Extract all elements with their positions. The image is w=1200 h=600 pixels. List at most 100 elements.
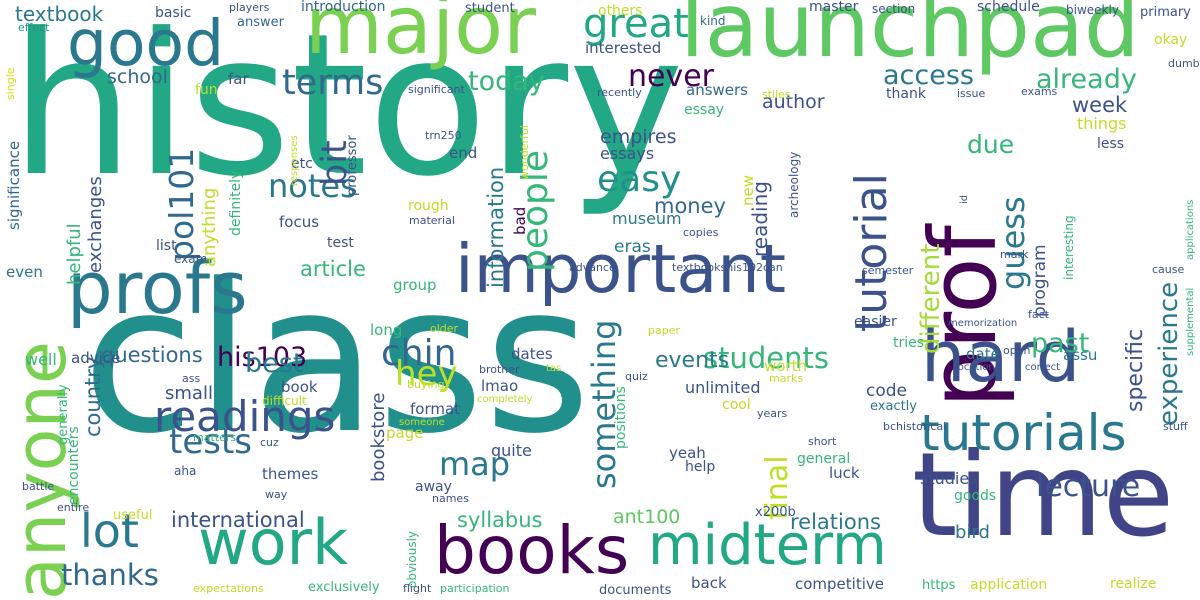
word-profs: profs <box>67 246 248 330</box>
word-events: events <box>655 348 730 373</box>
word-quiz: quiz <box>625 370 648 383</box>
word-terms: terms <box>282 63 384 103</box>
word-today: today <box>468 66 545 97</box>
word-effect: effect <box>18 21 50 34</box>
word-x200b: x200b <box>755 505 796 520</box>
word-definitely: definitely <box>228 170 244 236</box>
word-guess: guess <box>994 196 1032 290</box>
word-master: master <box>809 0 859 15</box>
word-archeology: archeology <box>787 151 801 218</box>
word-tas: tas <box>546 363 562 374</box>
word-tutorials: tutorials <box>920 404 1127 462</box>
word-interested: interested <box>585 39 662 57</box>
word-hey: hey <box>395 354 458 394</box>
word-fun: fun <box>195 82 218 98</box>
word-major: major <box>305 0 537 72</box>
word-supplemental: supplemental <box>1185 287 1196 356</box>
word-location: location <box>955 362 995 373</box>
word-quite: quite <box>491 441 532 460</box>
word-encounters: encounters <box>66 426 82 505</box>
word-etc: etc <box>291 156 313 172</box>
word-yeah: yeah <box>669 444 706 462</box>
word-applications: applications <box>1185 199 1196 260</box>
word-his103: his103 <box>217 342 308 373</box>
word-due: due <box>967 130 1015 159</box>
word-stuff: stuff <box>1163 420 1188 433</box>
word-application: application <box>970 577 1048 593</box>
word-cause: cause <box>1152 263 1185 276</box>
word-professor: professor <box>345 135 360 196</box>
word-worth: worth <box>764 357 808 375</box>
word-hard: hard <box>921 316 1081 398</box>
word-responses: responses <box>289 135 300 186</box>
word-open: open <box>1003 344 1031 357</box>
word-notes: notes <box>268 167 357 205</box>
word-assu: assu <box>1063 346 1098 364</box>
word-section: section <box>872 2 916 16</box>
word-someone: someone <box>399 417 445 428</box>
word-class: class <box>82 241 591 479</box>
word-week: week <box>1072 93 1128 117</box>
word-tests: tests <box>169 422 253 462</box>
word-time: time <box>912 428 1175 563</box>
word-history: history <box>10 0 685 220</box>
word-useful: useful <box>113 508 153 523</box>
word-obviously: obviously <box>405 530 419 588</box>
word-small: small <box>165 383 213 404</box>
word-lot: lot <box>80 504 139 558</box>
word-never: never <box>628 59 715 94</box>
word-lecture: lecture <box>1036 469 1141 504</box>
word-author: author <box>762 91 825 113</box>
word-work: work <box>198 506 349 579</box>
word-buying: buying <box>407 378 445 391</box>
word-exam: exam <box>174 252 208 266</box>
word-great: great <box>583 1 689 47</box>
word-money: money <box>654 194 726 218</box>
word-goods: goods <box>954 488 997 504</box>
word-already: already <box>1036 64 1137 95</box>
word-correct: correct <box>1025 362 1061 373</box>
word-chin: chin <box>381 333 457 374</box>
word-past: past <box>1031 328 1090 359</box>
word-documents: documents <box>599 583 672 598</box>
word-exams: exams <box>1021 85 1058 98</box>
word-dates: dates <box>511 345 553 363</box>
word-battle: battle <box>22 480 55 493</box>
word-rough: rough <box>408 198 449 214</box>
word-tutorial: tutorial <box>846 173 897 332</box>
word-single: single <box>4 67 17 100</box>
word-way: way <box>265 488 288 501</box>
word-okay: okay <box>1154 32 1188 48</box>
word-specific: specific <box>1123 328 1148 412</box>
word-stiles: stiles <box>762 88 791 101</box>
word-information: information <box>484 166 508 288</box>
word-thanks: thanks <box>61 558 159 592</box>
word-empires: empires <box>600 126 677 148</box>
word-exchanges: exchanges <box>85 176 106 273</box>
word-article: article <box>300 257 366 281</box>
word-end: end <box>449 144 478 162</box>
word-textbook: textbook <box>15 2 104 26</box>
word-significant: significant <box>408 83 465 96</box>
word-years: years <box>757 407 788 420</box>
word-museum: museum <box>612 209 682 228</box>
word-themes: themes <box>262 465 319 483</box>
word-flight: flight <box>403 582 432 595</box>
word-copies: copies <box>683 226 719 239</box>
word-best: best <box>245 348 304 379</box>
word-test: test <box>327 235 354 251</box>
word-long: long <box>370 321 403 339</box>
word-school: school <box>107 66 168 88</box>
word-things: things <box>1077 114 1127 133</box>
word-launchpad: launchpad <box>680 0 1140 77</box>
word-material: material <box>409 214 455 227</box>
word-bird: bird <box>955 522 990 543</box>
word-advice: advice <box>71 349 121 367</box>
word-semester: semester <box>862 264 914 277</box>
word-primary: primary <box>1140 5 1191 20</box>
word-student: student <box>465 1 515 16</box>
word-general: general <box>797 451 851 467</box>
word-participation: participation <box>440 582 510 595</box>
word-entire: entire <box>57 501 90 514</box>
word-mark: mark <box>1000 248 1029 261</box>
